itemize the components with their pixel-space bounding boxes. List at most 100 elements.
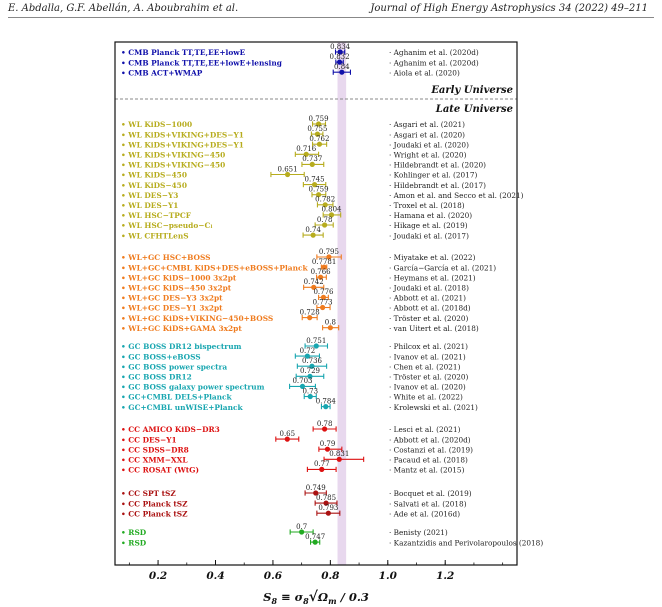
data-row: • GC BOSS+eBOSS 0.72 · Ivanov et al. (2021… [121, 347, 466, 361]
data-row: • CC Planck tSZ 0.793 · Ade et al. (2016d) [121, 504, 460, 518]
row-reference: · Pacaud et al. (2018) [389, 456, 468, 465]
row-label: • WL HSC−TPCF [121, 211, 192, 220]
row-reference: · Abbott et al. (2020d) [389, 435, 471, 444]
value-annotation: 0.776 [313, 288, 334, 296]
row-reference: · Abbott et al. (2021) [389, 294, 466, 303]
data-point [319, 466, 325, 472]
value-annotation: 0.74 [305, 226, 321, 234]
row-label: • CC ROSAT (WtG) [121, 466, 199, 475]
data-row: • WL KiDS−450 0.745 · Hildebrandt et al. (… [121, 175, 486, 189]
data-point [326, 254, 332, 260]
row-label: • GC+CMBL DELS+Planck [121, 393, 233, 402]
value-annotation: 0.651 [278, 165, 298, 173]
plot-frame [114, 41, 518, 566]
data-point [323, 500, 329, 506]
row-reference: · Joudaki et al. (2020) [389, 140, 469, 149]
data-row: • WL DES−Y3 0.759 · Amon et al. and Secco … [121, 186, 524, 200]
row-label: • CC AMICO KiDS−DR3 [121, 425, 220, 434]
row-label: • WL+GC DES−Y3 3x2pt [121, 294, 223, 303]
row-label: • WL KiDS+VIKING+DES−Y1 [121, 130, 244, 139]
row-label: • CC Planck tSZ [121, 499, 188, 508]
data-point [328, 212, 335, 218]
data-point [321, 264, 327, 270]
row-reference: · Hikage et al. (2019) [389, 221, 468, 230]
row-reference: · Ivanov et al. (2020) [389, 383, 466, 392]
data-row: • WL+GC DES−Y1 3x2pt 0.773 · Abbott et al.… [121, 298, 471, 312]
row-reference: · Miyatake et al. (2022) [389, 253, 476, 262]
data-point [303, 151, 309, 157]
row-reference: · Philcox et al. (2021) [389, 342, 468, 351]
row-label: • WL KiDS−450 [121, 171, 187, 180]
row-label: • GC BOSS+eBOSS [121, 352, 201, 361]
data-row: • WL KiDS+VIKING−450 0.716 · Wright et al.… [121, 145, 467, 159]
value-annotation: 0.745 [305, 175, 325, 183]
early-universe-label: Early Universe [430, 85, 513, 96]
row-label: • WL KiDS+VIKING−450 [121, 161, 225, 170]
data-row: • GC+CMBL DELS+Planck 0.73 · White et al. … [121, 387, 463, 401]
row-reference: · Costanzi et al. (2019) [389, 445, 473, 454]
value-annotation: 0.773 [313, 298, 333, 306]
row-label: • WL+GC KiDS−1000 3x2pt [121, 273, 237, 282]
data-point [284, 436, 290, 442]
data-point [327, 325, 333, 331]
value-annotation: 0.831 [329, 450, 349, 458]
data-row: • WL KiDS+VIKING+DES−Y1 0.755 · Asgari et … [121, 125, 465, 139]
x-tick-label: 0.8 [321, 570, 340, 582]
row-reference: · Joudaki et al. (2018) [389, 284, 469, 293]
data-point [309, 161, 315, 167]
row-label: • RSD [121, 528, 147, 537]
row-label: • CMB ACT+WMAP [121, 68, 203, 77]
x-tick-label: 1.0 [379, 570, 398, 582]
data-row: • WL KiDS+VIKING−450 0.737 · Hildebrandt e… [121, 155, 486, 169]
data-row: • CC AMICO KiDS−DR3 0.78 · Lesci et al. (2… [121, 420, 461, 434]
row-reference: · Wright et al. (2020) [389, 151, 467, 160]
row-reference: · Hamana et al. (2020) [389, 211, 472, 220]
value-annotation: 0.755 [307, 125, 327, 133]
value-annotation: 0.84 [334, 63, 350, 71]
data-point [324, 446, 331, 452]
data-point [310, 232, 316, 238]
data-point [307, 393, 313, 400]
row-reference: · Troxel et al. (2018) [389, 201, 465, 210]
data-point [299, 383, 306, 389]
data-row: • WL KiDS−450 0.651 · Kohlinger et al. (20… [121, 165, 477, 179]
data-row: • CC SDSS−DR8 0.79 · Costanzi et al. (2019… [121, 440, 473, 454]
data-row: • CC Planck tSZ 0.785 · Salvati et al. (20… [121, 494, 467, 508]
row-reference: · Tröster et al. (2020) [389, 314, 468, 323]
row-label: • GC BOSS galaxy power spectrum [121, 383, 265, 392]
data-point [313, 490, 319, 496]
data-point [313, 343, 319, 349]
value-annotation: 0.742 [304, 278, 324, 286]
data-point [337, 49, 343, 55]
data-row: • WL HSC−pseudo−Cₗ 0.78 · Hikage et al. (2… [121, 216, 468, 230]
row-reference: · Chen et al. (2021) [389, 362, 461, 371]
value-annotation: 0.759 [309, 186, 329, 194]
value-annotation: 0.766 [311, 268, 332, 276]
row-reference: · Hildebrandt et al. (2017) [389, 181, 486, 190]
row-label: • CC Planck tSZ [121, 509, 188, 518]
row-reference: · Mantz et al. (2015) [389, 466, 465, 475]
row-label: • CC SDSS−DR8 [121, 445, 189, 454]
row-reference: · Salvati et al. (2018) [389, 499, 467, 508]
value-annotation: 0.7781 [312, 258, 337, 266]
x-axis-label: S8 ≡ σ8√Ωm / 0.3 [263, 589, 369, 606]
row-label: • WL+GC KiDS+GAMA 3x2pt [121, 324, 242, 333]
row-reference: · Joudaki et al. (2017) [389, 231, 469, 240]
row-label: • CMB Planck TT,TE,EE+lowE+lensing [121, 58, 282, 67]
x-tick-label: 0.6 [264, 570, 283, 582]
row-reference: · Heymans et al. (2021) [389, 273, 476, 282]
running-header-authors: E. Abdalla, G.F. Abellán, A. Aboubrahim … [8, 3, 239, 14]
data-point [336, 456, 342, 462]
data-row: • CC SPT tSZ 0.749 · Bocquet et al. (2019) [121, 484, 472, 498]
data-point [299, 529, 305, 535]
row-reference: · Aiola et al. (2020) [389, 68, 460, 77]
data-rows: • CMB Planck TT,TE,EE+lowE 0.834 · Aghanim… [121, 43, 543, 547]
data-row: • CC ROSAT (WtG) 0.77 · Mantz et al. (2015… [121, 460, 465, 474]
value-annotation: 0.751 [306, 337, 326, 345]
x-tick-label: 1.2 [436, 570, 454, 582]
row-reference: · Aghanim et al. (2020d) [389, 48, 479, 57]
data-row: • RSD 0.7 · Benisty (2021) [121, 523, 448, 537]
row-reference: · Krolewski et al. (2021) [389, 403, 478, 412]
x-axis: 0.2 0.4 0.6 0.8 1.0 1.2 [128, 560, 504, 582]
value-annotation: 0.728 [300, 308, 320, 316]
